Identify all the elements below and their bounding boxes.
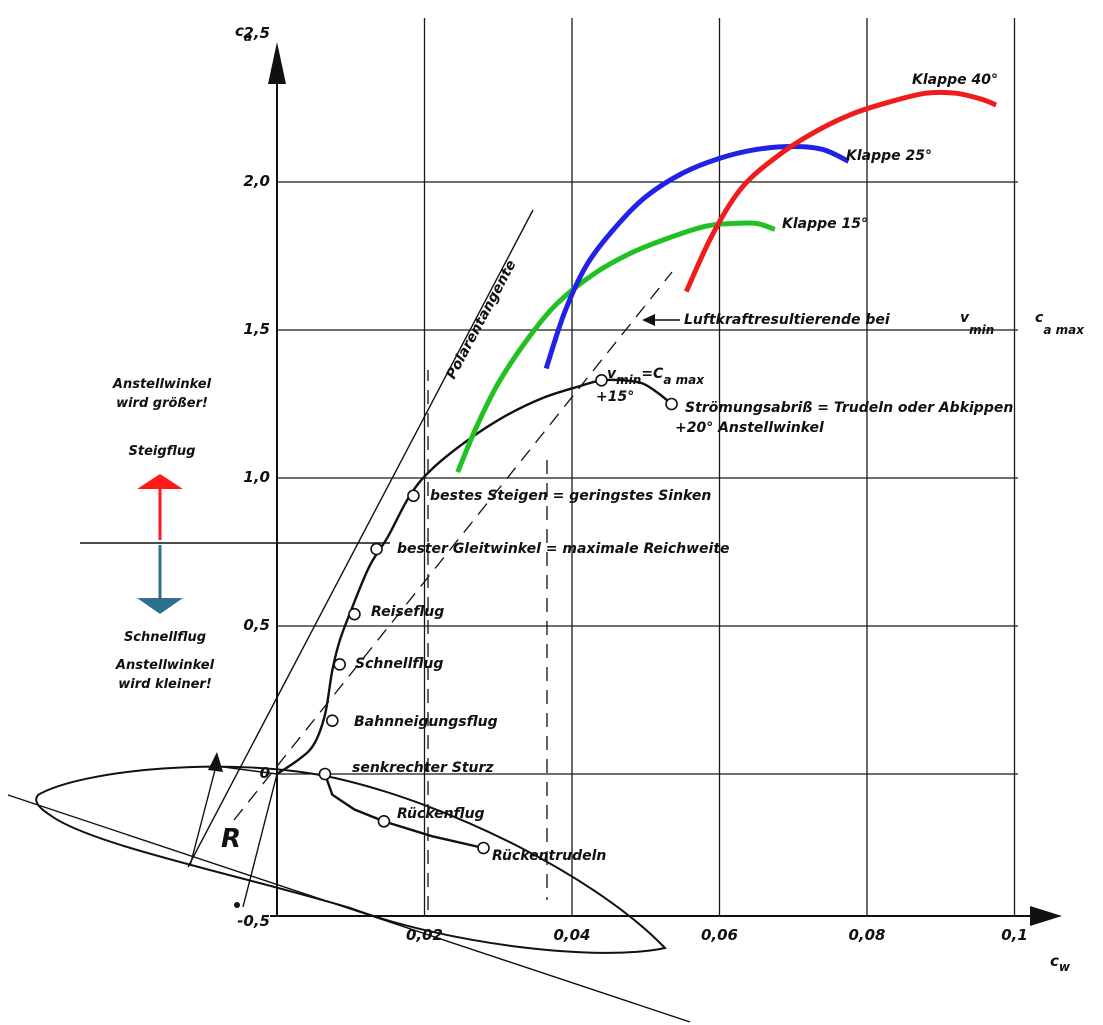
x-tick-label: 0,1	[1001, 926, 1028, 944]
series-line-klappe15	[455, 220, 776, 474]
operating-points	[318, 374, 678, 855]
operating-point-marker	[370, 542, 383, 556]
label-bestes-steigen: bestes Steigen = geringstes Sinken	[430, 488, 711, 504]
schnellflug-arrow-head	[137, 598, 183, 614]
label-rueckentrudeln: Rückentrudeln	[492, 848, 606, 864]
label-senkrechter-sturz: senkrechter Sturz	[352, 760, 494, 776]
steigflug-arrow-head	[137, 474, 183, 489]
polar-tangent-line	[187, 209, 534, 868]
airfoil-diagram: R	[7, 752, 691, 1023]
label-bester-gleitwinkel: bester Gleitwinkel = maximale Reichweite	[397, 541, 730, 557]
force-parallelogram	[189, 765, 278, 908]
anstellwinkel-up-line1: Anstellwinkel	[112, 377, 212, 392]
resultant-pointer-head	[642, 314, 655, 326]
operating-point-marker	[477, 841, 490, 855]
y-tick-label: 0,5	[243, 616, 270, 634]
operating-point-marker	[333, 658, 346, 671]
grid	[277, 18, 1018, 916]
point-labels: Rückentrudeln Rückenflug senkrechter Stu…	[352, 366, 1013, 864]
anstellwinkel-up-line2: wird größer!	[116, 396, 208, 411]
operating-point-marker	[665, 397, 678, 411]
series-line-klappe25	[543, 143, 850, 370]
resultant-ca: ca max	[1035, 310, 1085, 337]
series-line-klappe40	[684, 89, 998, 293]
operating-point-marker	[326, 714, 339, 728]
x-tick-label: 0,06	[701, 926, 738, 944]
x-axis-arrow	[1030, 906, 1062, 926]
label-schnellflug: Schnellflug	[355, 656, 443, 672]
side-indicator: Anstellwinkel wird größer! Steigflug Sch…	[112, 377, 215, 692]
x-axis-title: cw	[1050, 952, 1071, 974]
series	[276, 89, 998, 850]
y-tick-label: 2,0	[243, 172, 270, 190]
label-klappe-15: Klappe 15°	[782, 216, 868, 232]
x-tick-label: 0,08	[848, 926, 885, 944]
y-axis-title: ca	[235, 22, 252, 44]
operating-point-marker	[407, 489, 420, 503]
label-bahnneigungsflug: Bahnneigungsflug	[354, 714, 498, 730]
resultant-annotation: Luftkraftresultierende bei vmin ca max	[642, 310, 1085, 337]
resultant-dashed-line	[233, 271, 673, 821]
y-tick-label: 2,5	[243, 24, 270, 42]
axes	[268, 42, 1062, 926]
force-arrow-head	[208, 752, 223, 772]
pressure-point	[234, 902, 240, 908]
label-vmin: vmin=Ca max	[607, 366, 705, 387]
label-reiseflug: Reiseflug	[371, 604, 444, 620]
x-tick-label: 0,04	[553, 926, 590, 944]
label-stroemungsabriss: Strömungsabriß = Trudeln oder Abkippen	[685, 400, 1013, 416]
label-klappe-40: Klappe 40°	[912, 72, 998, 88]
steigflug-label: Steigflug	[129, 444, 196, 459]
anstellwinkel-down-line2: wird kleiner!	[118, 677, 212, 692]
y-tick-label: 1,0	[243, 468, 270, 486]
label-klappe-25: Klappe 25°	[846, 148, 932, 164]
operating-point-marker	[348, 607, 361, 621]
label-anstellwinkel-20: +20° Anstellwinkel	[675, 420, 824, 436]
anstellwinkel-down-line1: Anstellwinkel	[115, 658, 215, 673]
label-rueckenflug: Rückenflug	[397, 806, 485, 822]
operating-point-marker	[595, 374, 608, 387]
label-angle-15: +15°	[596, 389, 634, 405]
operating-point-marker	[377, 815, 391, 828]
airfoil	[35, 765, 667, 954]
y-axis-arrow	[268, 42, 286, 84]
resultant-v: vmin	[960, 310, 994, 337]
y-tick-label: -0,5	[237, 912, 270, 930]
resultant-r-label: R	[221, 824, 241, 854]
series-line-main-lower	[323, 773, 484, 850]
schnellflug-label: Schnellflug	[124, 630, 206, 645]
operating-point-marker	[318, 767, 332, 781]
y-tick-label: 1,5	[243, 320, 270, 338]
series-line-main	[276, 378, 673, 775]
resultant-label: Luftkraftresultierende bei	[684, 312, 890, 328]
